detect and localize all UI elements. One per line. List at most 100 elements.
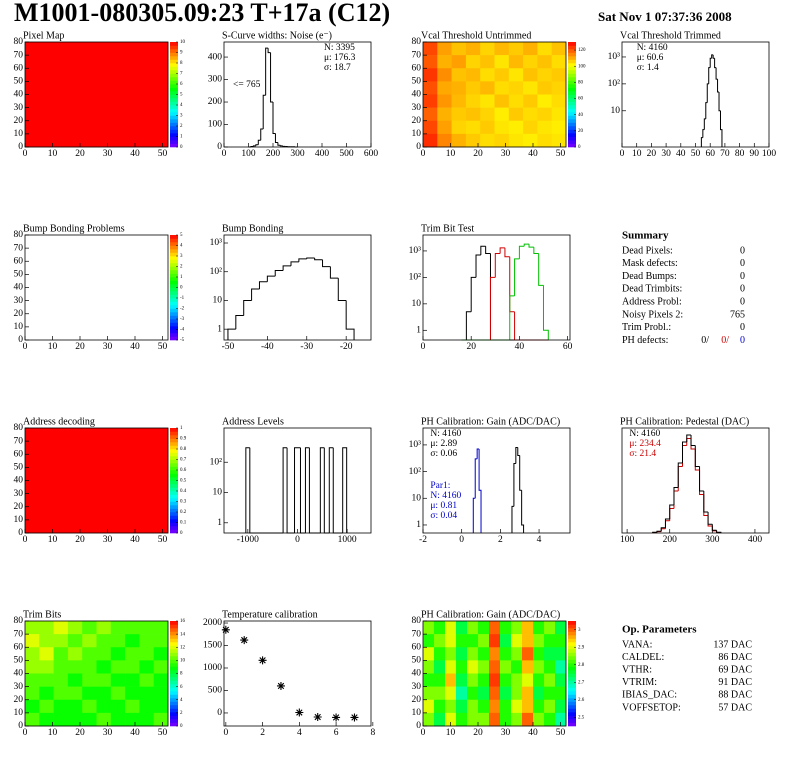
heat-cell — [480, 107, 495, 122]
heat-cell — [508, 68, 524, 82]
y-tick-label: 20 — [14, 502, 24, 512]
palette-label: 0.9 — [180, 437, 187, 442]
heat-cell — [511, 621, 523, 635]
palette-step — [568, 45, 576, 50]
x-tick-label: 2 — [498, 535, 503, 545]
plot-frame — [224, 621, 371, 726]
heat-cell — [39, 621, 54, 635]
stats-line: μ: 2.89 — [430, 439, 457, 449]
heat-cell — [434, 699, 446, 714]
annotation: <= 765 — [233, 80, 261, 90]
heat-cell — [125, 712, 140, 727]
x-tick-label: 8 — [370, 728, 375, 738]
palette-step — [170, 691, 178, 695]
y-tick-label: 80 — [14, 37, 24, 47]
hist-bin — [476, 448, 480, 459]
hist-bin — [707, 512, 713, 525]
heat-cell — [522, 647, 534, 661]
star-point — [350, 713, 359, 722]
palette-step — [568, 87, 576, 92]
hist-bin — [480, 245, 486, 256]
palette-step — [170, 631, 178, 636]
palette-step — [170, 259, 178, 264]
heat-cell — [456, 660, 468, 674]
x-tick-label: 30 — [103, 149, 113, 159]
heat-cell — [465, 68, 481, 82]
heat-cell — [67, 621, 83, 635]
hist-bin — [499, 247, 505, 254]
hist-bin — [294, 447, 301, 533]
panel-title: PH Calibration: Gain (ADC/DAC) — [421, 416, 560, 427]
summary-value: 0 — [740, 284, 745, 295]
hist-bin — [705, 102, 708, 119]
y-tick-label: 80 — [14, 230, 24, 240]
x-tick-label: 10 — [48, 535, 58, 545]
summary-label: PH defects: — [622, 335, 668, 346]
stats-line: μ: 176.3 — [324, 53, 356, 63]
x-tick-label: 400 — [315, 149, 330, 159]
y-tick-label: 1 — [416, 325, 421, 335]
x-tick-label: 40 — [130, 342, 140, 352]
heat-cell — [445, 660, 457, 674]
palette-step — [170, 621, 178, 625]
palette-step — [568, 635, 576, 639]
summary-value: 0/ — [701, 335, 709, 346]
palette-step — [170, 719, 178, 723]
heat-cell — [544, 686, 556, 701]
hist-bin — [509, 295, 515, 340]
heat-cell — [437, 68, 452, 82]
x-tick-label: 50 — [158, 728, 168, 738]
y-tick-label: 0 — [18, 528, 23, 538]
summary-value: 0 — [740, 258, 745, 269]
heat-cell — [465, 94, 481, 108]
palette-step — [170, 635, 178, 639]
summary-value: 0 — [740, 335, 745, 346]
y-tick-label: 10 — [412, 493, 422, 503]
heat-cell — [478, 699, 490, 714]
heat-cell — [423, 673, 435, 687]
plot-frame — [25, 235, 168, 340]
heat-cell — [125, 634, 140, 648]
y-tick-label: 40 — [412, 669, 422, 679]
heat-cell — [82, 673, 97, 687]
heat-cell — [478, 660, 490, 674]
y-tick-label: 0 — [416, 721, 421, 731]
hist-bin — [485, 246, 491, 254]
palette-step — [170, 140, 178, 144]
heat-cell — [465, 81, 481, 95]
stats-line: σ: 1.4 — [637, 63, 659, 73]
hist-bin — [519, 455, 522, 491]
hist-bin — [711, 54, 714, 59]
palette-step — [568, 80, 576, 85]
heat-cell — [39, 686, 54, 701]
palette-step — [170, 80, 178, 85]
y-tick-label: 0 — [217, 142, 222, 152]
heat-cell — [467, 699, 479, 714]
hist-bin — [523, 243, 530, 247]
heat-cell — [544, 673, 556, 687]
heat-cell — [494, 120, 510, 135]
palette-step — [170, 526, 178, 530]
y-tick-label: 10² — [409, 467, 422, 477]
y-tick-label: 50 — [14, 77, 24, 87]
hist-bin — [719, 110, 723, 147]
hist-bin — [255, 144, 259, 146]
heat-cell — [537, 81, 552, 95]
x-tick-label: 0 — [23, 728, 28, 738]
heat-cell — [511, 699, 523, 714]
plot-frame — [224, 42, 371, 147]
heat-cell — [523, 120, 538, 135]
palette-step — [170, 336, 178, 341]
y-tick-label: 60 — [14, 449, 24, 459]
palette-step — [568, 59, 576, 64]
heat-cell — [489, 673, 501, 687]
x-tick-label: 40 — [130, 535, 140, 545]
palette-label: 0.8 — [180, 447, 187, 452]
heat-cell — [67, 712, 83, 727]
palette-step — [170, 684, 178, 688]
palette-step — [170, 694, 178, 699]
heat-cell — [445, 686, 457, 701]
heat-cell — [489, 621, 501, 635]
heat-cell — [434, 647, 446, 661]
